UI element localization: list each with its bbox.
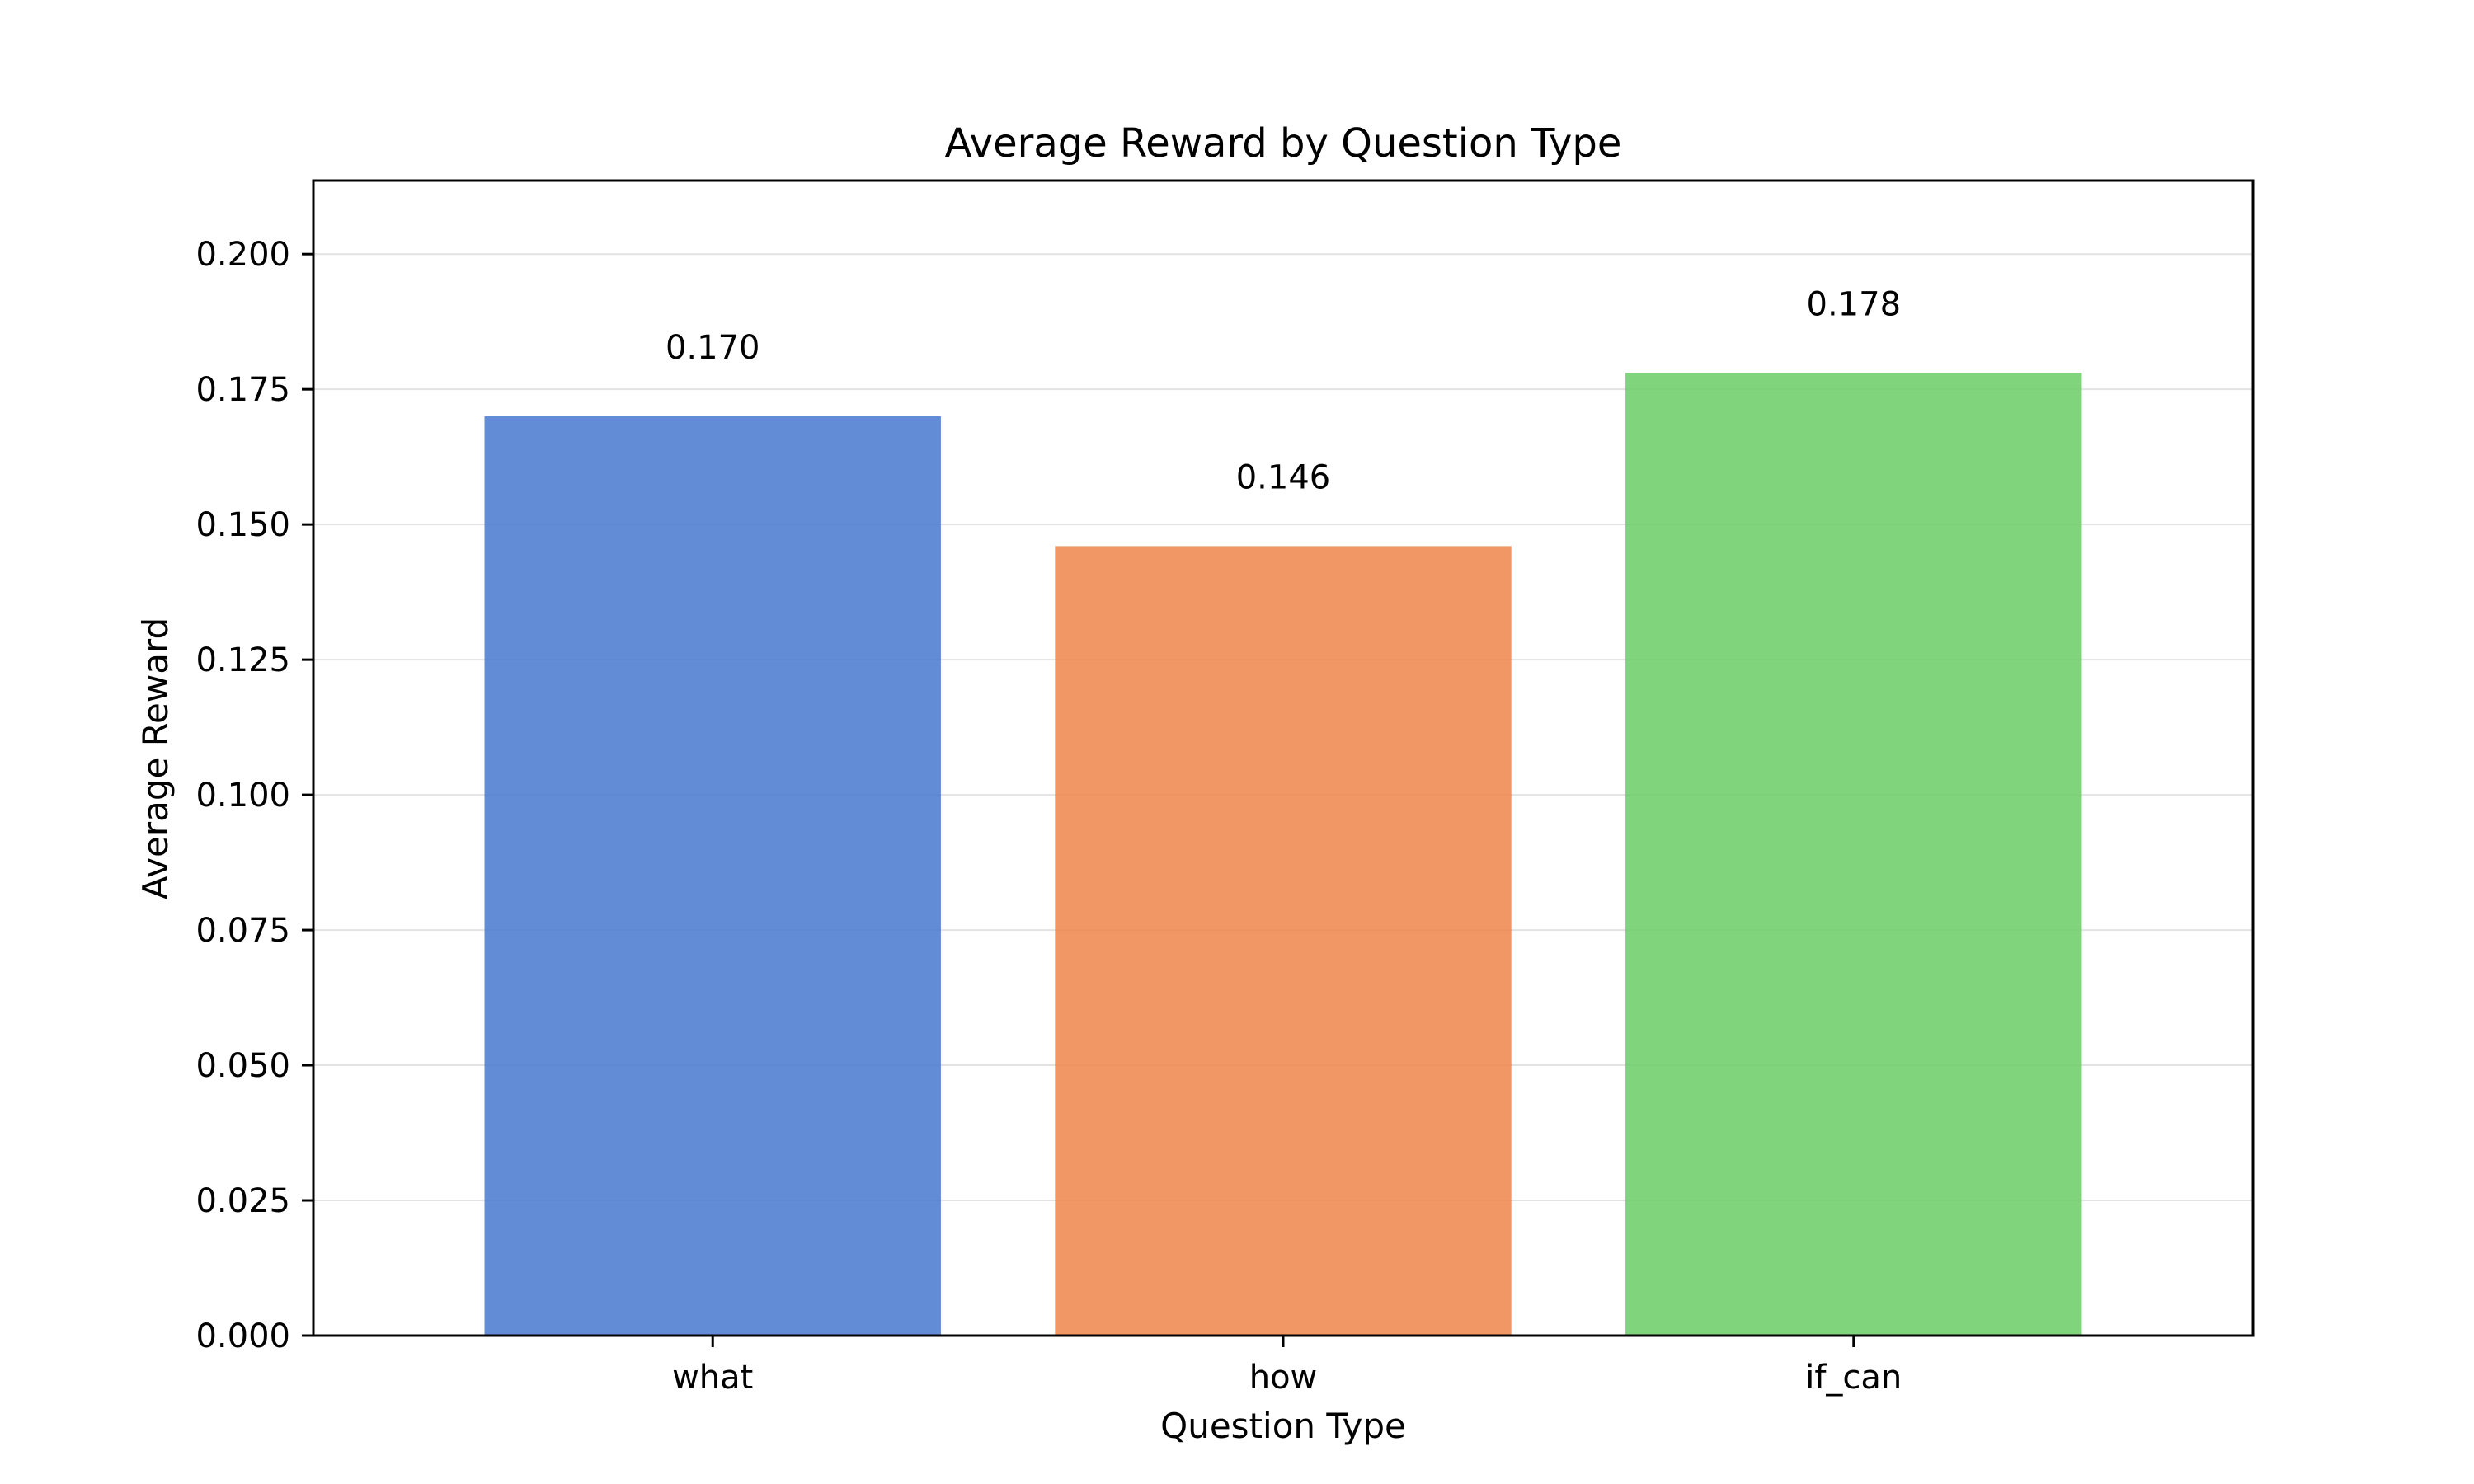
- data-label: 0.178: [1807, 286, 1902, 324]
- y-tick-label: 0.175: [195, 371, 290, 409]
- y-tick-label: 0.025: [195, 1182, 290, 1220]
- y-tick-label: 0.100: [195, 777, 290, 815]
- x-tick-label: how: [1249, 1359, 1318, 1397]
- y-tick-label: 0.125: [195, 641, 290, 679]
- y-tick-label: 0.050: [195, 1047, 290, 1085]
- data-label: 0.146: [1236, 458, 1331, 496]
- y-axis: 0.000 0.025 0.050 0.075 0.100 0.125 0.150 0.175…: [195, 236, 313, 1355]
- y-tick-label: 0.200: [195, 236, 290, 274]
- bar-how: [1055, 546, 1512, 1336]
- data-label: 0.170: [666, 329, 760, 367]
- x-tick-label: if_can: [1805, 1359, 1902, 1397]
- y-tick-label: 0.075: [195, 912, 290, 950]
- data-labels: 0.170 0.146 0.178: [666, 286, 1901, 497]
- y-axis-label: Average Reward: [135, 618, 176, 899]
- y-tick-label: 0.000: [195, 1317, 290, 1355]
- x-axis-label: Question Type: [1160, 1406, 1406, 1446]
- x-tick-label: what: [672, 1359, 753, 1397]
- bar-what: [484, 416, 941, 1336]
- bar-if_can: [1625, 373, 2082, 1336]
- x-axis: what how if_can: [672, 1336, 1902, 1397]
- y-tick-label: 0.150: [195, 506, 290, 544]
- chart-title: Average Reward by Question Type: [945, 120, 1622, 167]
- bars: [484, 373, 2082, 1336]
